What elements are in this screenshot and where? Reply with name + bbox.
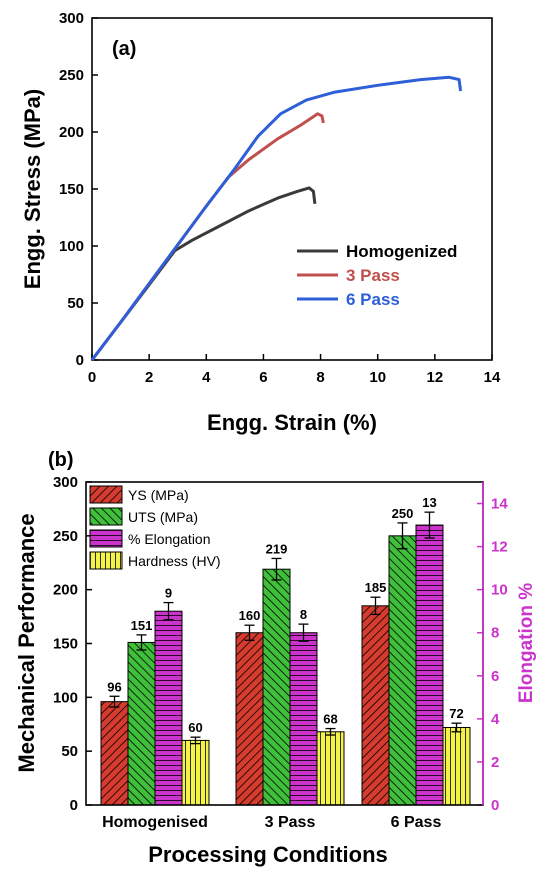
panel-a-x-tick-label: 14 — [484, 369, 501, 386]
panel-b-bar — [361, 605, 390, 806]
panel-b-legend-label: % Elongation — [128, 531, 211, 547]
panel-b-right-tick-label: 0 — [491, 797, 499, 814]
panel-a-y-tick-label: 150 — [59, 181, 84, 198]
panel-b-right-tick-label: 10 — [491, 582, 508, 599]
panel-b-y-tick-label: 250 — [53, 528, 78, 545]
panel-b-category-label: Homogenised — [102, 814, 208, 831]
panel-b-right-axis-title: Elongation % — [516, 583, 537, 703]
panel-b-bar-value-label: 250 — [392, 506, 414, 521]
panel-b-bar-value-label: 219 — [266, 541, 288, 556]
panel-b-bar-value-label: 68 — [323, 712, 337, 727]
panel-a-series — [90, 75, 463, 361]
panel-a-legend-label: 6 Pass — [346, 290, 400, 309]
panel-b-bar — [289, 632, 318, 806]
panel-b-category-label: 3 Pass — [265, 814, 316, 831]
panel-b-bar — [127, 641, 156, 806]
panel-b-bar-chart: (b) 05010015020025030002468101214Homogen… — [14, 449, 537, 867]
panel-a-series-line-1 — [90, 186, 317, 361]
panel-b-right-tick-label: 6 — [491, 668, 499, 685]
panel-a-legend-label: 3 Pass — [346, 266, 400, 285]
panel-b-bar-value-label: 160 — [239, 608, 261, 623]
panel-b-bar-value-label: 60 — [188, 720, 202, 735]
panel-a-y-tick-label: 0 — [76, 352, 84, 369]
panel-b-y-tick-label: 100 — [53, 689, 78, 706]
panel-b-bar — [388, 535, 417, 806]
panel-a-series-line-3 — [90, 75, 463, 361]
panel-a-y-tick-label: 300 — [59, 10, 84, 27]
panel-b-y-tick-label: 0 — [70, 797, 78, 814]
panel-b-bar — [154, 610, 183, 806]
panel-b-right-tick-label: 14 — [491, 496, 508, 513]
panel-b-bar — [415, 524, 444, 806]
panel-a-x-tick-label: 6 — [259, 369, 267, 386]
panel-b-y-tick-label: 150 — [53, 636, 78, 653]
panel-b-legend-swatch — [89, 529, 123, 548]
panel-b-legend-label: UTS (MPa) — [128, 509, 198, 525]
panel-b-category-label: 6 Pass — [391, 814, 442, 831]
panel-b-bar-value-label: 9 — [165, 586, 172, 601]
panel-a-series-line-2 — [90, 112, 325, 361]
panel-a-line-chart: 0 2 4 6 8 10 12 14 0 50 100 150 200 250 300 (a) Engg. … — [20, 10, 501, 435]
panel-b-ticks: 05010015020025030002468101214Homogenised… — [53, 474, 508, 831]
panel-a-y-tick-label: 250 — [59, 67, 84, 84]
panel-a-y-tick-label: 200 — [59, 124, 84, 141]
panel-a-legend: Homogenized 3 Pass 6 Pass — [297, 242, 457, 309]
panel-b-bar — [235, 632, 264, 806]
panel-b-y-tick-label: 300 — [53, 474, 78, 491]
panel-b-legend-label: YS (MPa) — [128, 487, 189, 503]
panel-b-label: (b) — [48, 449, 74, 471]
panel-a-ticks: 0 2 4 6 8 10 12 14 0 50 100 150 200 250 300 — [59, 10, 501, 386]
panel-b-bar-value-label: 96 — [107, 679, 121, 694]
panel-b-legend-label: Hardness (HV) — [128, 553, 221, 569]
panel-a-legend-label: Homogenized — [346, 242, 457, 261]
panel-a-x-tick-label: 2 — [145, 369, 153, 386]
panel-b-legend-swatch — [89, 551, 123, 570]
panel-a-x-tick-label: 0 — [88, 369, 96, 386]
panel-b-y-tick-label: 50 — [61, 743, 78, 760]
panel-a-y-axis-title: Engg. Stress (MPa) — [20, 89, 45, 289]
panel-a-y-tick-label: 50 — [67, 295, 84, 312]
panel-a-x-tick-label: 10 — [369, 369, 386, 386]
panel-b-right-tick-label: 2 — [491, 754, 499, 771]
panel-b-right-tick-label: 4 — [491, 711, 500, 728]
panel-a-y-tick-label: 100 — [59, 238, 84, 255]
panel-b-bar — [262, 568, 291, 806]
panel-a-x-tick-label: 4 — [202, 369, 211, 386]
panel-b-x-axis-title: Processing Conditions — [148, 842, 388, 867]
panel-b-bar — [181, 739, 210, 806]
panel-a-label: (a) — [112, 38, 136, 60]
panel-b-bar — [442, 726, 471, 806]
panel-b-y-tick-label: 200 — [53, 582, 78, 599]
panel-b-bar-value-label: 72 — [449, 706, 463, 721]
panel-b-right-tick-label: 12 — [491, 539, 508, 556]
panel-b-legend: YS (MPa) UTS (MPa) % Elongation Hardness (H… — [89, 485, 221, 570]
panel-a-x-tick-label: 12 — [427, 369, 444, 386]
panel-b-y-axis-title: Mechanical Performance — [14, 513, 39, 772]
panel-b-bar — [316, 731, 345, 806]
panel-b-bar-value-label: 8 — [300, 607, 307, 622]
panel-b-bar — [100, 701, 129, 806]
panel-a-x-tick-label: 8 — [316, 369, 324, 386]
panel-b-legend-swatch — [89, 507, 123, 526]
panel-b-bar-value-label: 13 — [422, 495, 436, 510]
panel-b-bar-value-label: 185 — [365, 580, 387, 595]
panel-b-bar-value-label: 151 — [131, 618, 153, 633]
panel-b-legend-swatch — [89, 485, 123, 504]
panel-a-x-axis-title: Engg. Strain (%) — [207, 410, 377, 435]
panel-a-frame — [91, 17, 493, 361]
panel-b-right-tick-label: 8 — [491, 625, 499, 642]
